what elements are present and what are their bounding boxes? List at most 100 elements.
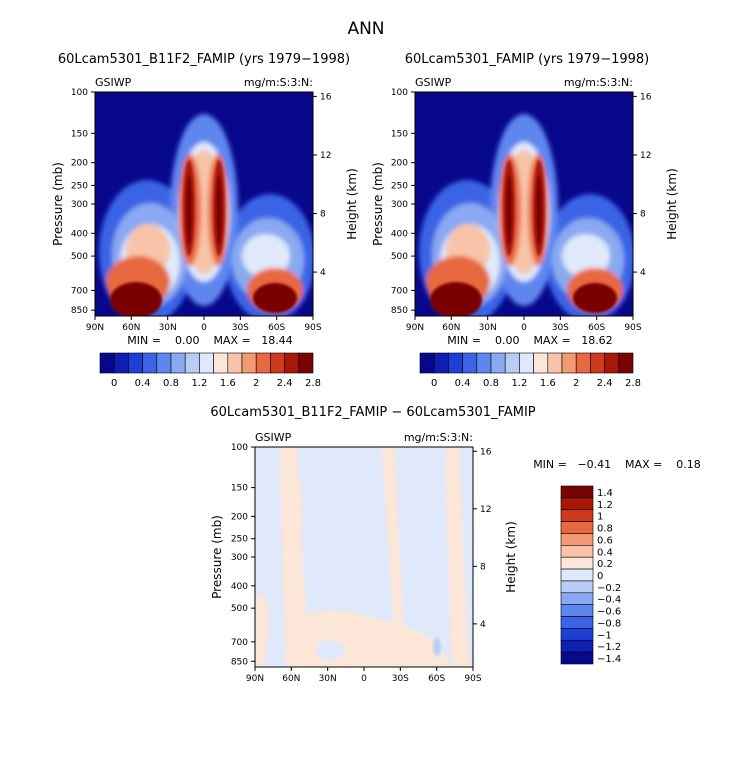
colorbar-1: 0 0.4 0.8 1.2 1.6 2 2.4 2.8 xyxy=(99,352,321,389)
x-tick-label: 30N xyxy=(479,323,497,333)
colorbar-tick-label: −0.6 xyxy=(597,607,621,618)
colorbar-tick-label: −0.2 xyxy=(597,583,621,594)
colorbar-swatch xyxy=(560,604,594,617)
y-tick-label: 400 xyxy=(71,229,88,239)
y-tick-label: 150 xyxy=(71,129,88,139)
y-tick-label: 400 xyxy=(231,582,248,592)
colorbar-swatch xyxy=(142,352,158,374)
colorbar-swatch xyxy=(113,352,129,374)
colorbar-swatch xyxy=(419,352,435,374)
y-right-tick-label: 16 xyxy=(480,447,492,457)
colorbar-swatch xyxy=(227,352,243,374)
colorbar-tick-label: 1 xyxy=(597,512,603,523)
colorbar-swatch xyxy=(560,568,594,582)
colorbar-tick-label: 1.2 xyxy=(511,378,527,389)
colorbar-tick-label: −1.2 xyxy=(597,642,621,653)
colorbar-tick-label: 0.4 xyxy=(597,547,613,558)
colorbar-tick-label: −1.4 xyxy=(597,654,621,665)
colorbar-swatch xyxy=(561,352,577,374)
panel-1-plot-area xyxy=(95,92,313,316)
colorbar-swatch xyxy=(462,352,478,374)
colorbar-swatch xyxy=(560,592,594,605)
colorbar-tick-label: 1.6 xyxy=(220,378,236,389)
panel-2-ylabel-right: Height (km) xyxy=(665,168,679,239)
colorbar-swatch xyxy=(560,651,594,665)
colorbar-swatch xyxy=(560,616,594,629)
colorbar-tick-label: 1.2 xyxy=(191,378,207,389)
y-tick-label: 300 xyxy=(231,553,248,563)
colorbar-swatch xyxy=(156,352,172,374)
x-tick-label: 60N xyxy=(442,323,460,333)
colorbar-tick-label: 1.6 xyxy=(540,378,556,389)
colorbar-swatch xyxy=(519,352,534,374)
panel-3-title: 60Lcam5301_B11F2_FAMIP − 60Lcam5301_FAMI… xyxy=(210,405,535,420)
colorbar-tick-label: 2.8 xyxy=(305,378,321,389)
colorbar-swatch xyxy=(560,497,594,511)
colorbar-tick-label: 0.8 xyxy=(163,378,179,389)
colorbar-swatch xyxy=(560,533,594,546)
y-tick-label: 150 xyxy=(231,484,248,494)
x-tick-label: 90N xyxy=(86,323,104,333)
colorbar-swatch xyxy=(560,628,594,641)
y-right-tick-label: 8 xyxy=(640,210,646,220)
colorbar-tick-label: 0 xyxy=(111,378,117,389)
y-tick-label: 100 xyxy=(71,88,88,98)
colorbar-tick-label: 2.4 xyxy=(597,378,613,389)
colorbar-swatch xyxy=(618,352,634,374)
colorbar-tick-label: −1 xyxy=(597,630,612,641)
panel-2-ylabel: Pressure (mb) xyxy=(371,162,385,246)
colorbar-swatch xyxy=(560,485,594,499)
colorbar-swatch xyxy=(590,352,605,374)
colorbar-swatch xyxy=(560,509,594,522)
x-tick-label: 30S xyxy=(552,323,569,333)
y-right-tick-label: 16 xyxy=(640,92,652,102)
colorbar-tick-label: 1.4 xyxy=(597,488,613,499)
colorbar-swatch xyxy=(490,352,506,374)
x-tick-label: 30S xyxy=(232,323,249,333)
panel-3-plot-area xyxy=(255,447,473,667)
colorbar-tick-label: 0.8 xyxy=(483,378,499,389)
colorbar-swatch xyxy=(448,352,463,374)
x-tick-label: 60S xyxy=(428,674,445,684)
panel-1-stats: MIN = 0.00 MAX = 18.44 xyxy=(127,334,292,347)
y-tick-label: 700 xyxy=(231,638,248,648)
y-tick-label: 250 xyxy=(71,181,88,191)
colorbar-tick-label: 2 xyxy=(573,378,579,389)
colorbar-swatch xyxy=(575,352,591,374)
colorbar-swatch xyxy=(284,352,300,374)
y-tick-label: 100 xyxy=(391,88,408,98)
x-tick-label: 60N xyxy=(122,323,140,333)
panel-3-stats: MIN = −0.41 MAX = 0.18 xyxy=(533,458,701,471)
colorbar-tick-label: 2.8 xyxy=(625,378,641,389)
colorbar-tick-label: 2 xyxy=(253,378,259,389)
panel-2-variable-label: GSIWP xyxy=(415,76,452,89)
panel-2: 60Lcam5301_FAMIP (yrs 1979−1998) GSIWP m… xyxy=(371,52,679,347)
panel-1-variable-label: GSIWP xyxy=(95,76,132,89)
panel-2-axes: 90N 60N 30N 0 30S 60S 90S 100 150 200 250 300 400 500… xyxy=(391,88,652,333)
y-tick-label: 200 xyxy=(71,159,88,169)
colorbar-swatch xyxy=(504,352,520,374)
colorbar-swatch xyxy=(255,352,271,374)
panel-2-title: 60Lcam5301_FAMIP (yrs 1979−1998) xyxy=(405,52,650,67)
colorbar-swatch xyxy=(99,352,115,374)
x-tick-label: 90N xyxy=(406,323,424,333)
panel-2-plot-area xyxy=(415,92,633,316)
panel-1-contours xyxy=(95,92,313,316)
panel-3-units-label: mg/m:S:3:N: xyxy=(404,431,473,444)
x-tick-label: 60S xyxy=(268,323,285,333)
colorbar-tick-label: 2.4 xyxy=(277,378,293,389)
y-tick-label: 850 xyxy=(71,306,88,316)
colorbar-swatch xyxy=(560,556,594,570)
panel-1-ylabel: Pressure (mb) xyxy=(51,162,65,246)
colorbar-swatch xyxy=(270,352,285,374)
colorbar-swatch xyxy=(560,580,594,594)
colorbar-swatch xyxy=(560,545,594,558)
colorbar-swatch xyxy=(547,352,563,374)
y-right-tick-label: 12 xyxy=(640,151,651,161)
y-right-tick-label: 4 xyxy=(320,268,326,278)
y-tick-label: 850 xyxy=(231,657,248,667)
colorbar-swatch xyxy=(476,352,492,374)
colorbar-tick-label: −0.8 xyxy=(597,618,621,629)
y-tick-label: 400 xyxy=(391,229,408,239)
